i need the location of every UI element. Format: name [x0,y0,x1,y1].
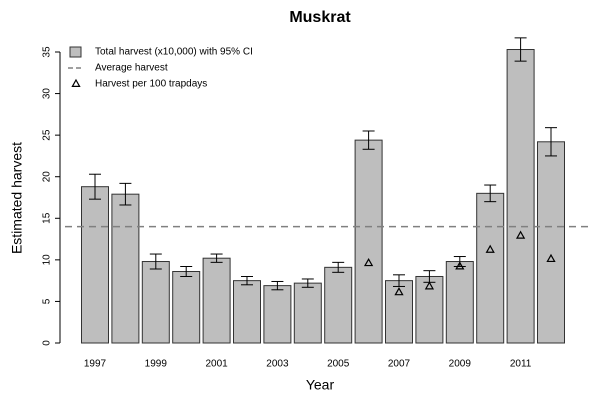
legend-label: Harvest per 100 trapdays [95,79,207,90]
triangle-marker [455,261,465,270]
triangle-marker [546,253,556,263]
bar [385,280,413,344]
y-tick-label: 5 [42,298,53,304]
x-tick-label: 2009 [449,359,472,370]
y-tick-label: 35 [42,46,53,58]
y-tick-label: 20 [42,171,53,183]
x-tick-label: 2001 [205,359,228,370]
triangle-marker [485,244,495,253]
bar [172,270,201,344]
triangle-marker [363,257,374,267]
bar [324,266,353,344]
triangle-marker [424,281,435,290]
bar [415,275,444,344]
triangle-marker [394,287,404,296]
y-tick-label: 0 [42,340,53,346]
y-tick-label: 10 [42,254,53,266]
bar [354,139,383,344]
legend-label: Total harvest (x10,000) with 95% CI [95,47,253,58]
bar [263,285,292,344]
bar [81,186,109,344]
bar [111,193,140,344]
bar [141,261,170,344]
bar [445,261,474,344]
y-tick-label: 30 [42,88,53,100]
bar [293,282,322,344]
bar [202,257,231,344]
x-tick-label: 2005 [327,359,350,370]
x-tick-label: 2011 [510,359,532,370]
x-tick-label: 1997 [84,359,107,370]
bar [233,280,261,344]
y-axis-title: Estimated harvest [9,142,25,254]
legend-marker [71,78,81,87]
x-tick-label: 2007 [388,359,411,370]
bar [537,141,565,344]
legend-label: Average harvest [95,63,168,74]
triangle-marker [515,230,526,239]
x-tick-label: 1999 [145,359,168,370]
y-tick-label: 25 [42,129,53,141]
x-tick-label: 2003 [266,359,289,370]
legend-swatch [69,46,82,58]
y-tick-label: 15 [42,212,53,224]
chart-title: Muskrat [289,9,351,26]
x-axis-title: Year [306,377,335,393]
bar [476,192,505,344]
bar [506,49,535,344]
